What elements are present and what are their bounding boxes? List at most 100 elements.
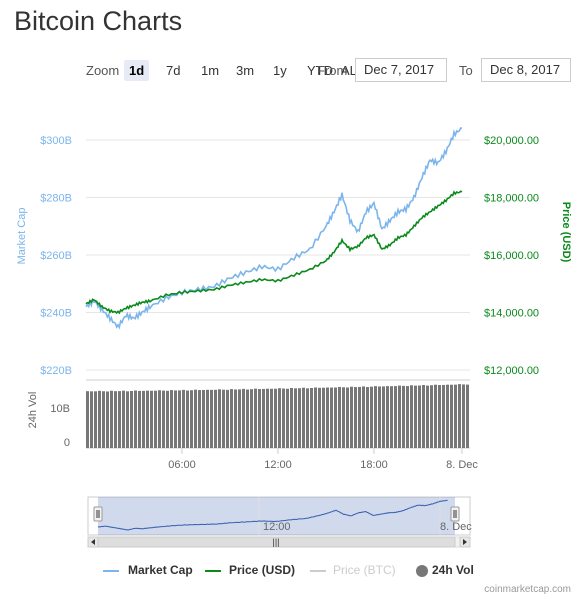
volume-bar xyxy=(222,389,225,448)
volume-bar xyxy=(274,388,277,448)
volume-bar xyxy=(178,390,181,448)
right-axis-tick: $14,000.00 xyxy=(484,308,539,320)
volume-bar xyxy=(366,387,369,448)
right-axis-tick: $18,000.00 xyxy=(484,193,539,205)
to-date-input[interactable]: Dec 8, 2017 xyxy=(481,58,571,82)
right-axis-title: Price (USD) xyxy=(560,202,572,263)
volume-bar xyxy=(418,385,421,448)
volume-bar xyxy=(382,386,385,448)
volume-bar xyxy=(242,388,245,448)
navigator: 12:00 8. Dec ||| xyxy=(87,496,472,548)
left-axis-tick: $300B xyxy=(40,135,72,147)
volume-bar xyxy=(370,386,373,448)
volume-bar xyxy=(386,386,389,448)
x-axis-tick: 06:00 xyxy=(168,459,196,471)
volume-bar xyxy=(254,388,257,448)
volume-bar xyxy=(330,387,333,448)
volume-bar xyxy=(142,390,145,448)
volume-bar xyxy=(466,384,469,448)
volume-bar xyxy=(126,391,129,448)
volume-bar xyxy=(170,390,173,448)
volume-bar xyxy=(378,386,381,448)
volume-bar xyxy=(90,391,93,448)
volume-bar xyxy=(346,387,349,448)
volume-bar xyxy=(286,388,289,448)
volume-bar xyxy=(102,391,105,448)
volume-bar xyxy=(294,388,297,448)
zoom-button-7d[interactable]: 7d xyxy=(166,63,181,78)
left-axis-tick: $260B xyxy=(40,250,72,262)
volume-bar xyxy=(410,385,413,448)
volume-bar xyxy=(206,389,209,448)
right-axis-tick: $12,000.00 xyxy=(484,365,539,377)
volume-bar xyxy=(402,385,405,448)
navigator-series xyxy=(97,499,448,531)
zoom-button-1m[interactable]: 1m xyxy=(201,63,220,78)
right-axis-tick: $16,000.00 xyxy=(484,250,539,262)
volume-bar xyxy=(314,387,317,448)
volume-bar xyxy=(186,390,189,448)
volume-bar xyxy=(434,384,437,448)
volume-bar xyxy=(262,388,265,448)
volume-bar xyxy=(266,388,269,448)
volume-bar xyxy=(250,389,253,448)
volume-bar xyxy=(322,387,325,448)
volume-bar xyxy=(86,391,89,448)
from-date-input[interactable]: Dec 7, 2017 xyxy=(355,58,447,82)
volume-bar xyxy=(450,384,453,448)
credit-link[interactable]: coinmarketcap.com xyxy=(484,584,571,595)
zoom-button-ytd[interactable]: YTD xyxy=(307,63,333,78)
zoom-button-3m[interactable]: 3m xyxy=(236,63,255,78)
volume-bar xyxy=(194,389,197,448)
zoom-button-1d[interactable]: 1d xyxy=(124,60,150,81)
navigator-selection xyxy=(98,497,455,535)
volume-bar xyxy=(230,389,233,448)
x-axis-tick: 18:00 xyxy=(360,459,388,471)
volume-bar xyxy=(342,387,345,448)
volume-bar xyxy=(162,390,165,448)
volume-bar xyxy=(114,391,117,448)
zoom-button-1y[interactable]: 1y xyxy=(273,63,287,78)
arrow-right-icon xyxy=(463,539,467,545)
vol-axis-title: 24h Vol xyxy=(27,392,39,429)
volume-bar xyxy=(238,389,241,448)
volume-bar xyxy=(458,384,461,448)
volume-bar xyxy=(446,384,449,448)
volume-bar xyxy=(226,389,229,448)
legend-vol-symbol xyxy=(416,565,428,577)
volume-bar xyxy=(354,387,357,448)
volume-bar xyxy=(138,390,141,448)
left-axis-tick: $220B xyxy=(40,365,72,377)
price-usd-line xyxy=(85,190,463,315)
range-to-label: To xyxy=(459,63,473,78)
volume-bar xyxy=(290,387,293,448)
volume-bar xyxy=(158,390,161,448)
volume-bar xyxy=(414,385,417,448)
volume-bar xyxy=(374,386,377,448)
legend-24h-vol[interactable]: 24h Vol xyxy=(432,563,474,577)
volume-bar xyxy=(118,391,121,448)
x-axis-tick: 12:00 xyxy=(264,459,292,471)
vol-axis-tick: 10B xyxy=(50,403,70,415)
arrow-left-icon xyxy=(91,539,95,545)
volume-bar xyxy=(438,385,441,448)
volume-bar xyxy=(338,386,341,448)
volume-bar xyxy=(398,385,401,448)
volume-bar xyxy=(146,390,149,448)
volume-bar xyxy=(98,390,101,448)
legend-price-usd[interactable]: Price (USD) xyxy=(229,563,296,577)
volume-bar xyxy=(246,389,249,448)
volume-bar xyxy=(318,387,321,448)
volume-bar xyxy=(174,390,177,448)
volume-bar xyxy=(422,384,425,448)
volume-bar xyxy=(270,388,273,448)
volume-bar xyxy=(462,384,465,448)
navigator-tick: 8. Dec xyxy=(440,521,472,533)
volume-bar xyxy=(210,389,213,448)
legend-price-btc[interactable]: Price (BTC) xyxy=(333,563,396,577)
volume-bar xyxy=(198,390,201,448)
volume-bar xyxy=(442,384,445,448)
volume-bar xyxy=(362,386,365,448)
x-axis-tick: 8. Dec xyxy=(446,459,478,471)
legend-market-cap[interactable]: Market Cap xyxy=(128,563,193,577)
